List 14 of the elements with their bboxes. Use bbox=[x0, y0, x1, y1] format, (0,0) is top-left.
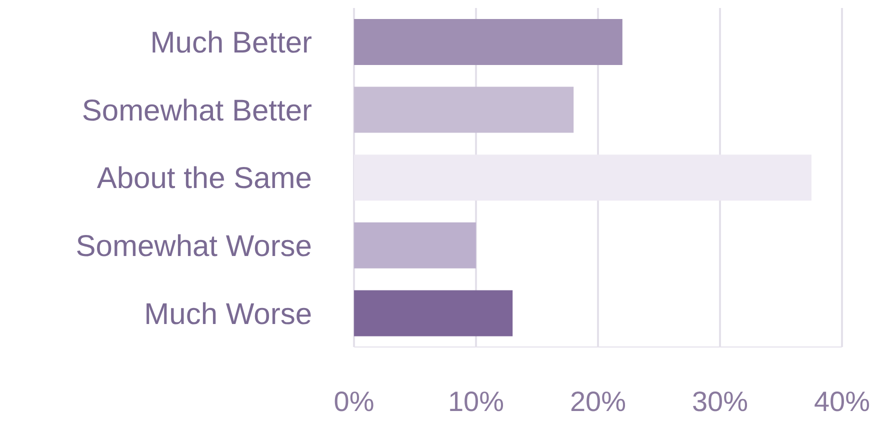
bar bbox=[354, 222, 476, 268]
y-tick-label: About the Same bbox=[96, 162, 312, 196]
y-tick-label: Somewhat Better bbox=[82, 94, 312, 128]
y-tick-label: Much Better bbox=[150, 26, 312, 60]
x-tick-label: 0% bbox=[334, 386, 374, 417]
x-tick-label: 20% bbox=[570, 386, 626, 417]
bar bbox=[354, 19, 622, 65]
bar bbox=[354, 86, 574, 133]
y-tick-label: Much Worse bbox=[144, 298, 312, 331]
x-tick-label: 40% bbox=[814, 386, 870, 417]
x-tick-label: 10% bbox=[448, 386, 504, 417]
y-tick-label: Somewhat Worse bbox=[76, 230, 312, 263]
x-tick-label: 30% bbox=[692, 386, 748, 417]
bar bbox=[354, 290, 513, 336]
